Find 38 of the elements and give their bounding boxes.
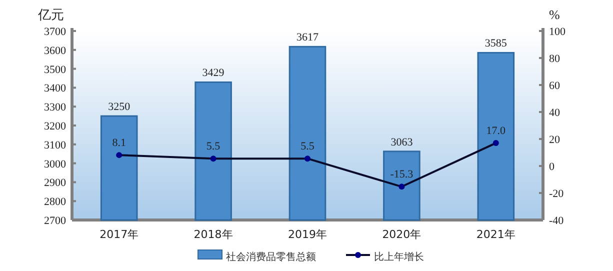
x-tick-label: 2018年 <box>194 228 233 241</box>
y2-tick-label: 0 <box>549 161 555 173</box>
y-tick-label: 2800 <box>44 196 66 208</box>
y-tick-label: 2900 <box>44 177 66 190</box>
data-label: 3250 <box>108 101 131 114</box>
y-tick-label: 3500 <box>44 64 66 76</box>
y-tick-label: 3100 <box>44 139 66 152</box>
y-axis-title: 亿元 <box>37 8 64 23</box>
y2-tick-label: -40 <box>549 215 564 227</box>
legend-label: 社会消费品零售总额 <box>226 251 316 263</box>
y2-axis-title: % <box>549 7 560 22</box>
y2-tick-label: 40 <box>549 107 560 119</box>
y-tick-label: 3400 <box>44 82 66 95</box>
data-label: 5.5 <box>300 140 315 153</box>
data-label: 3063 <box>390 136 414 148</box>
y2-tick-label: 80 <box>549 53 560 65</box>
y2-tick-label: 60 <box>549 80 560 92</box>
data-label: -15.3 <box>390 168 414 181</box>
data-label: 3617 <box>296 32 319 44</box>
y2-tick-label: -20 <box>549 188 564 200</box>
legend-label: 比上年增长 <box>374 251 424 263</box>
y-tick-label: 2700 <box>44 215 66 227</box>
y2-tick-label: 20 <box>549 134 560 146</box>
x-tick-label: 2017年 <box>100 228 139 241</box>
y-tick-label: 3700 <box>44 26 66 38</box>
x-tick-label: 2020年 <box>382 228 422 241</box>
data-label: 5.5 <box>206 140 221 153</box>
data-label: 8.1 <box>112 137 126 150</box>
x-tick-label: 2021年 <box>476 228 516 241</box>
y2-tick-label: 100 <box>549 26 566 38</box>
data-label: 17.0 <box>486 125 506 138</box>
y-tick-label: 3600 <box>44 44 66 57</box>
y-tick-label: 3300 <box>44 102 66 114</box>
y-tick-label: 3000 <box>44 158 66 170</box>
x-tick-label: 2019年 <box>288 228 327 241</box>
data-label: 3429 <box>202 67 225 80</box>
data-label: 3585 <box>484 38 508 50</box>
y-tick-label: 3200 <box>44 120 66 132</box>
